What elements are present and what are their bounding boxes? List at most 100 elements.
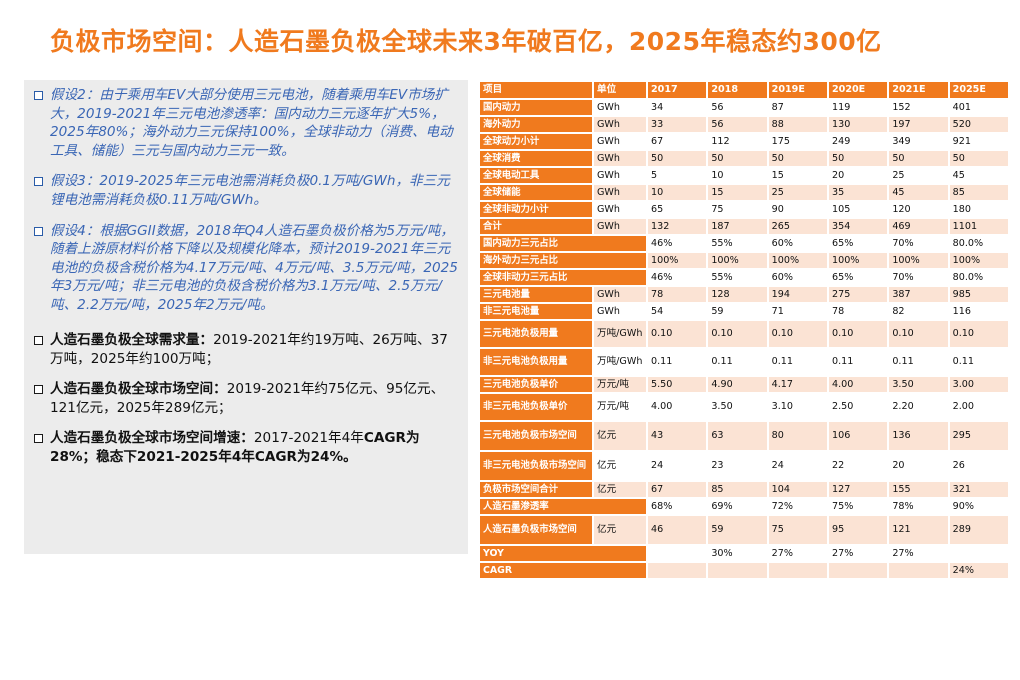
conclusion-text: 人造石墨负极全球市场空间：2019-2021年约75亿元、95亿元、121亿元，… bbox=[50, 380, 458, 418]
checkbox-bullet-icon bbox=[34, 335, 43, 345]
value-cell: 289 bbox=[949, 516, 1008, 544]
value-cell: 43 bbox=[648, 422, 707, 450]
unit-cell: GWh bbox=[594, 151, 646, 166]
value-cell: 0.11 bbox=[828, 349, 888, 375]
assumption-text: 假设2：由于乘用车EV大部分使用三元电池，随着乘用车EV市场扩大，2019-20… bbox=[50, 87, 453, 159]
conclusion-text: 人造石墨负极全球需求量：2019-2021年约19万吨、26万吨、37万吨，20… bbox=[50, 331, 458, 369]
table-header-cell: 2021E bbox=[889, 82, 948, 98]
value-cell: 70% bbox=[889, 270, 948, 285]
value-cell: 59 bbox=[708, 304, 767, 319]
row-label: 全球动力小计 bbox=[480, 134, 592, 149]
value-cell: 175 bbox=[768, 134, 827, 149]
unit-cell: GWh bbox=[594, 185, 646, 200]
row-label: 三元电池负极用量 bbox=[480, 321, 592, 347]
value-cell: 50 bbox=[889, 151, 948, 166]
conclusion-cagr: CAGR为28%；稳态下2021-2025年4年CAGR为24%。 bbox=[50, 429, 420, 465]
row-label: 非三元电池负极用量 bbox=[480, 349, 592, 375]
value-cell: 4.00 bbox=[828, 377, 888, 392]
conclusion-body: 2019-2021年约75亿元、95亿元、121亿元，2025年289亿元； bbox=[50, 380, 445, 416]
table-row: 三元电池负极单价 万元/吨 5.50 4.90 4.17 4.00 3.50 3.00 bbox=[480, 377, 1008, 392]
unit-cell: 万元/吨 bbox=[594, 377, 646, 392]
table-row: CAGR 24% bbox=[480, 563, 1008, 578]
value-cell: 80 bbox=[768, 422, 827, 450]
value-cell: 3.10 bbox=[768, 394, 827, 420]
value-cell: 120 bbox=[889, 202, 948, 217]
value-cell: 180 bbox=[949, 202, 1008, 217]
value-cell: 321 bbox=[949, 482, 1008, 497]
value-cell: 50 bbox=[648, 151, 707, 166]
value-cell: 520 bbox=[949, 117, 1008, 132]
value-cell: 65 bbox=[648, 202, 707, 217]
conclusion-heading: 人造石墨负极全球市场空间： bbox=[50, 380, 227, 397]
value-cell: 85 bbox=[949, 185, 1008, 200]
value-cell: 265 bbox=[768, 219, 827, 234]
value-cell: 0.10 bbox=[889, 321, 948, 347]
value-cell: 20 bbox=[828, 168, 888, 183]
unit-cell: 亿元 bbox=[594, 422, 646, 450]
value-cell: 155 bbox=[889, 482, 948, 497]
value-cell: 249 bbox=[828, 134, 888, 149]
value-cell: 3.50 bbox=[889, 377, 948, 392]
table-header-cell: 项目 bbox=[480, 82, 592, 98]
value-cell: 50 bbox=[949, 151, 1008, 166]
value-cell: 71 bbox=[768, 304, 827, 319]
checkbox-bullet-icon bbox=[34, 433, 43, 443]
value-cell: 152 bbox=[889, 100, 948, 115]
value-cell: 106 bbox=[828, 422, 888, 450]
value-cell: 10 bbox=[648, 185, 707, 200]
assumption-item: 假设3：2019-2025年三元电池需消耗负极0.1万吨/GWh，非三元锂电池需… bbox=[32, 172, 458, 209]
value-cell: 100% bbox=[828, 253, 888, 268]
value-cell: 78 bbox=[648, 287, 707, 302]
value-cell: 65% bbox=[828, 236, 888, 251]
table-header-cell: 2019E bbox=[768, 82, 827, 98]
value-cell: 469 bbox=[889, 219, 948, 234]
unit-cell: 亿元 bbox=[594, 452, 646, 480]
table-row: 三元电池负极用量 万吨/GWh 0.10 0.10 0.10 0.10 0.10 0.10 bbox=[480, 321, 1008, 347]
table-row: 合计 GWh 132 187 265 354 469 1101 bbox=[480, 219, 1008, 234]
value-cell: 20 bbox=[889, 452, 948, 480]
value-cell: 69% bbox=[708, 499, 767, 514]
value-cell: 15 bbox=[708, 185, 767, 200]
value-cell: 67 bbox=[648, 134, 707, 149]
value-cell: 27% bbox=[889, 546, 948, 561]
value-cell: 87 bbox=[768, 100, 827, 115]
table-row: 全球非动力小计 GWh 65 75 90 105 120 180 bbox=[480, 202, 1008, 217]
value-cell: 25 bbox=[768, 185, 827, 200]
unit-cell: 亿元 bbox=[594, 482, 646, 497]
value-cell: 60% bbox=[768, 236, 827, 251]
unit-cell: GWh bbox=[594, 134, 646, 149]
table-header-row: 项目 单位 2017 2018 2019E 2020E 2021E 2025E bbox=[480, 82, 1008, 98]
value-cell: 45 bbox=[949, 168, 1008, 183]
value-cell: 100% bbox=[708, 253, 767, 268]
value-cell: 0.11 bbox=[889, 349, 948, 375]
value-cell: 0.11 bbox=[708, 349, 767, 375]
value-cell: 15 bbox=[768, 168, 827, 183]
value-cell: 67 bbox=[648, 482, 707, 497]
table-row: 三元电池负极市场空间 亿元 43 63 80 106 136 295 bbox=[480, 422, 1008, 450]
value-cell: 100% bbox=[648, 253, 707, 268]
value-cell: 1101 bbox=[949, 219, 1008, 234]
row-label: 海外动力 bbox=[480, 117, 592, 132]
value-cell: 130 bbox=[828, 117, 888, 132]
value-cell: 55% bbox=[708, 270, 767, 285]
value-cell: 60% bbox=[768, 270, 827, 285]
value-cell: 90% bbox=[949, 499, 1008, 514]
row-label: 全球非动力小计 bbox=[480, 202, 592, 217]
value-cell: 921 bbox=[949, 134, 1008, 149]
value-cell: 0.11 bbox=[648, 349, 707, 375]
value-cell: 0.10 bbox=[648, 321, 707, 347]
unit-cell: 万元/吨 bbox=[594, 394, 646, 420]
value-cell: 54 bbox=[648, 304, 707, 319]
value-cell: 985 bbox=[949, 287, 1008, 302]
page-title: 负极市场空间：人造石墨负极全球未来3年破百亿，2025年稳态约300亿 bbox=[50, 27, 882, 56]
value-cell: 46% bbox=[648, 270, 707, 285]
table-row: 人造石墨渗透率 68% 69% 72% 75% 78% 90% bbox=[480, 499, 1008, 514]
value-cell: 24 bbox=[768, 452, 827, 480]
value-cell: 127 bbox=[828, 482, 888, 497]
value-cell: 354 bbox=[828, 219, 888, 234]
value-cell: 95 bbox=[828, 516, 888, 544]
value-cell: 88 bbox=[768, 117, 827, 132]
conclusion-item: 人造石墨负极全球需求量：2019-2021年约19万吨、26万吨、37万吨，20… bbox=[32, 331, 458, 369]
value-cell: 33 bbox=[648, 117, 707, 132]
checkbox-bullet-icon bbox=[34, 226, 43, 236]
